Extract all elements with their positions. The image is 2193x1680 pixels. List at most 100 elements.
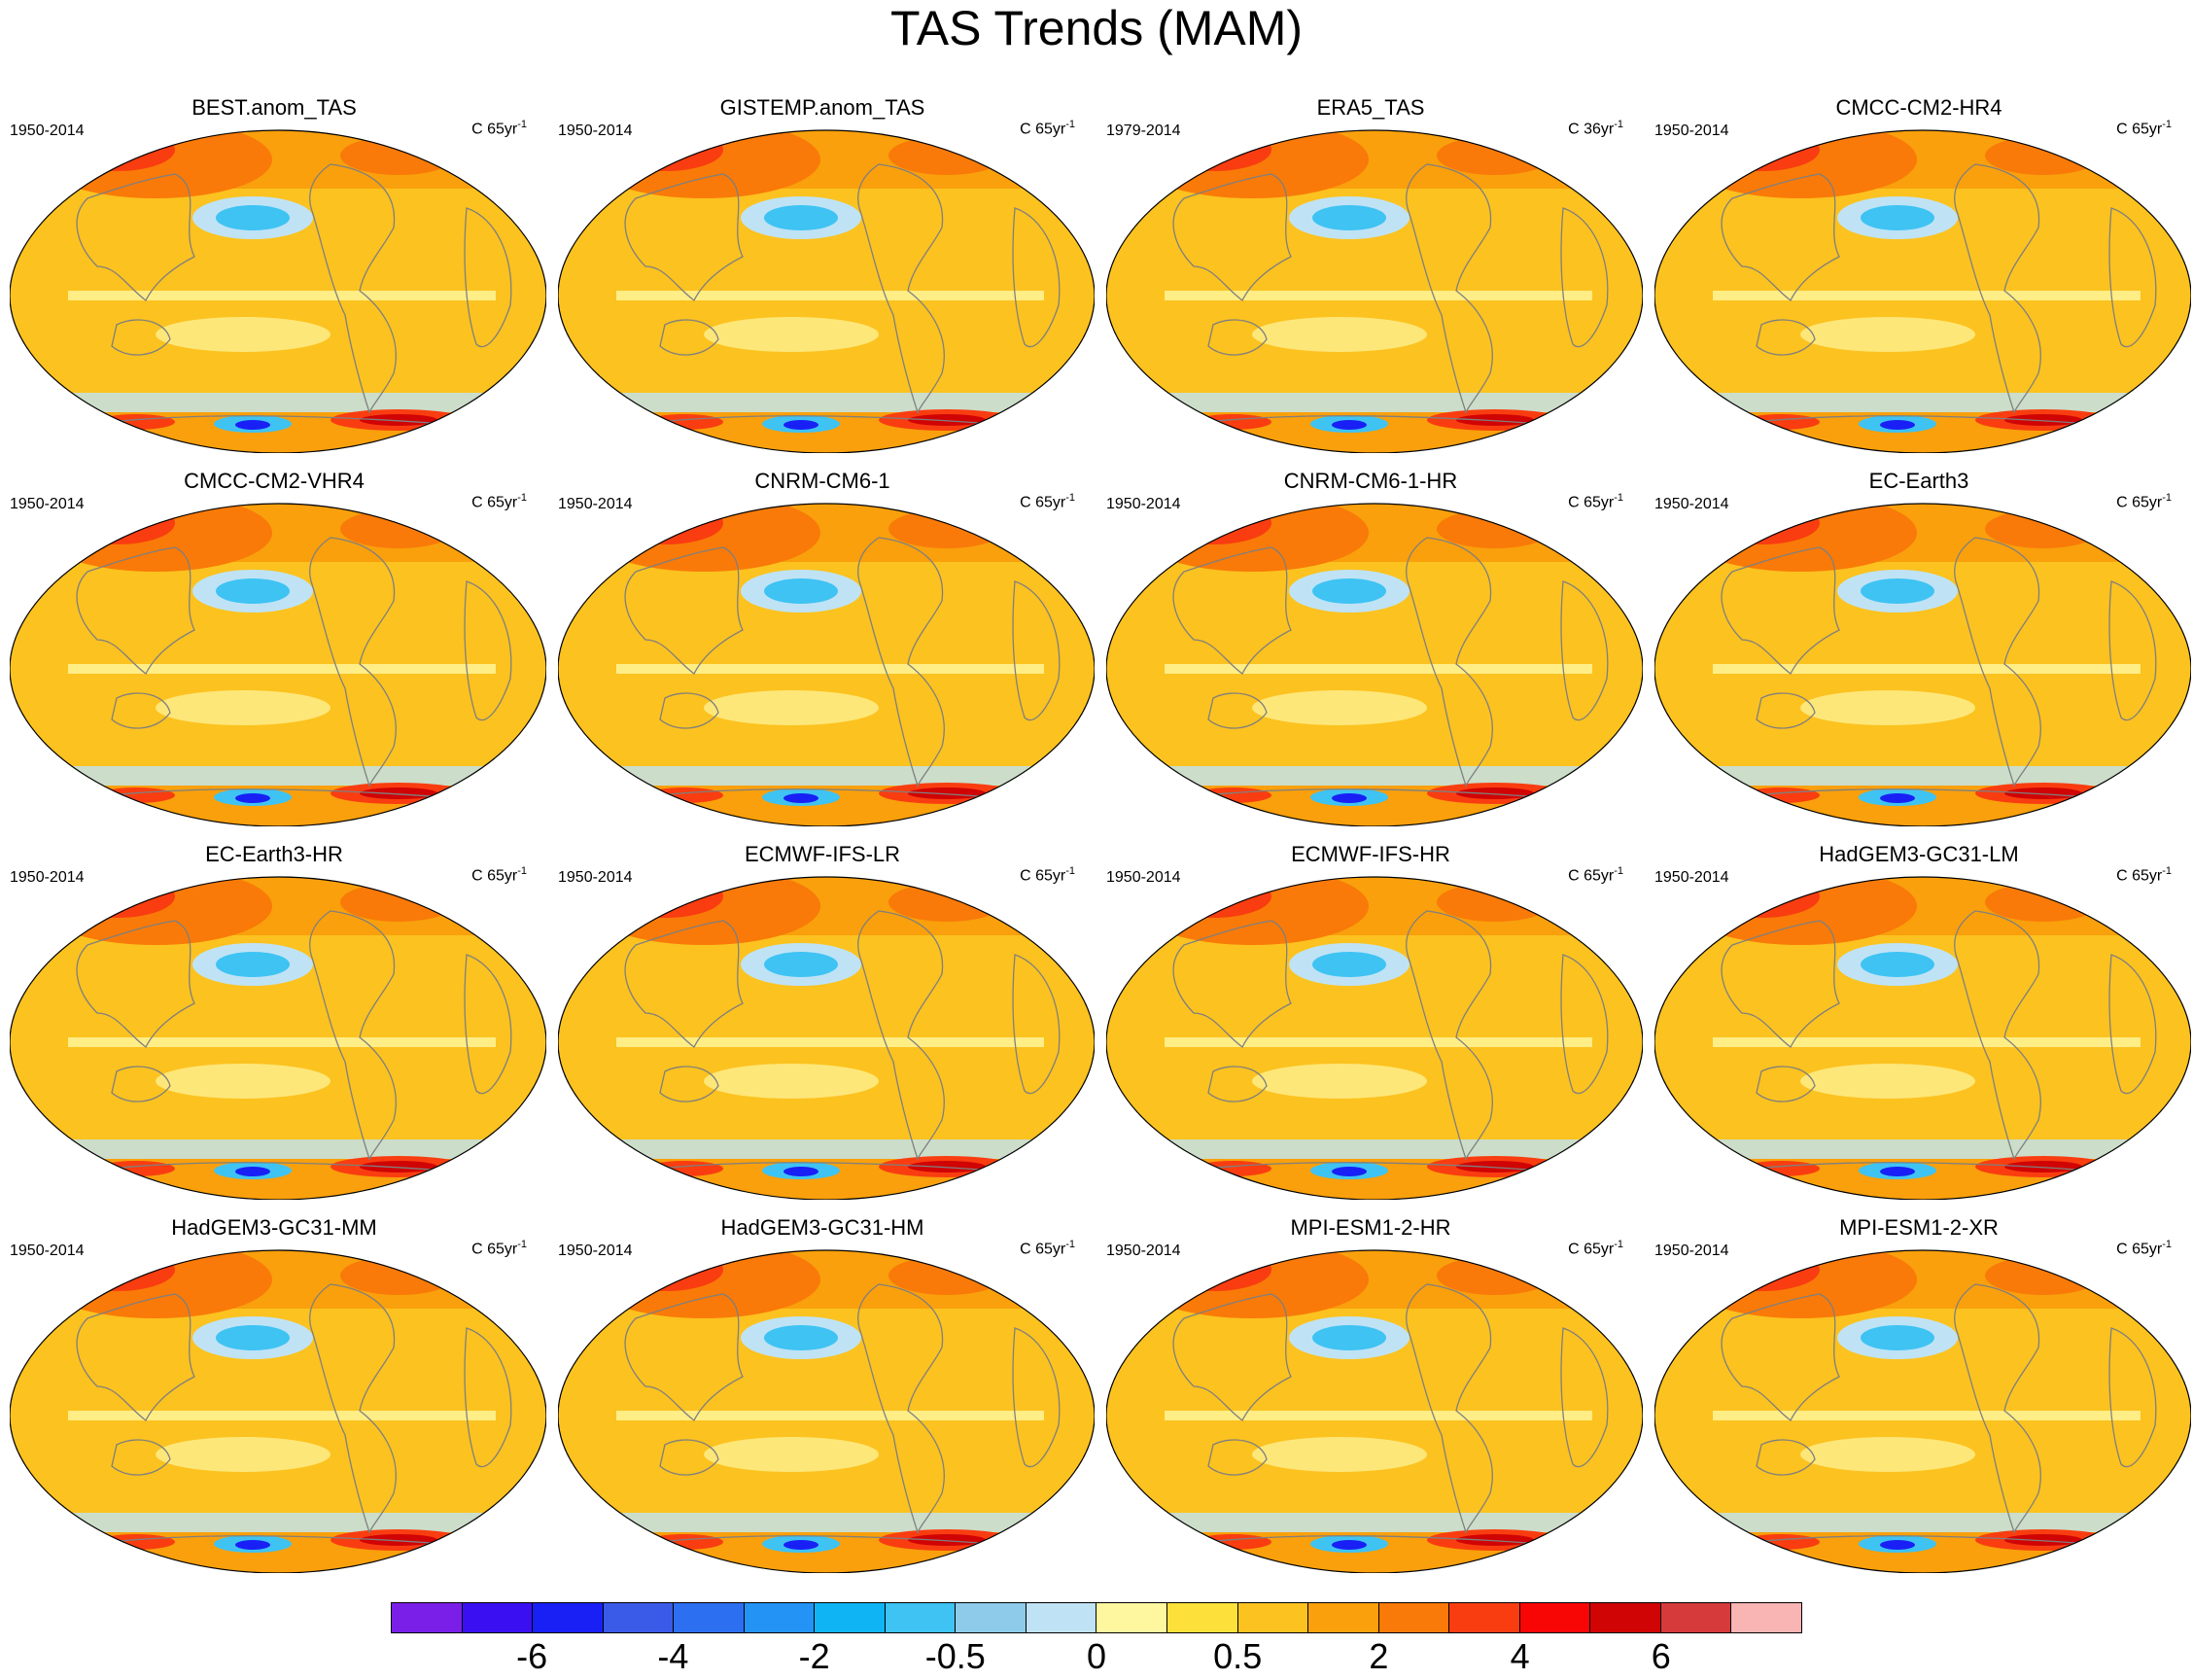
asia-coastline [1721, 546, 1840, 675]
north-pacific-core [764, 952, 838, 977]
asia-coastline [624, 546, 744, 675]
robinson-map [1654, 1241, 2191, 1573]
australia-coastline [111, 1066, 171, 1102]
colorbar-swatch [674, 1603, 745, 1632]
americas-coastline [309, 1283, 397, 1534]
colorbar-tick-label: 4 [1510, 1636, 1530, 1676]
south-pacific-neutral [156, 1064, 331, 1099]
north-america-warming [1437, 1256, 1553, 1295]
tropical-band [1165, 1411, 1592, 1420]
units-text: C 65yr [2116, 494, 2163, 511]
panel-title: GISTEMP.anom_TAS [719, 95, 925, 120]
antarctic-core-east [2004, 788, 2082, 799]
map-outline [558, 503, 1095, 826]
tropical-band [616, 1411, 1044, 1420]
colorbar-tick-label: -2 [798, 1636, 830, 1676]
colorbar-swatch [1660, 1603, 1732, 1632]
antarctic-cooling-core [783, 793, 818, 803]
panel-period: 1979-2014 [1106, 122, 1181, 139]
americas-coastline [857, 163, 945, 414]
map-panel: BEST.anom_TAS 1950-2014 C 65yr-1 [0, 0, 548, 453]
north-pacific-core [1861, 578, 1934, 604]
asia-coastline [1172, 173, 1292, 301]
map-outline [1106, 503, 1643, 826]
north-america-warming [888, 883, 1005, 922]
colorbar-swatch [392, 1603, 463, 1632]
south-pacific-neutral [1252, 1064, 1427, 1099]
units-text: C 65yr [1568, 1241, 1615, 1258]
asia-coastline [1172, 546, 1292, 675]
panel-period: 1950-2014 [1654, 496, 1729, 512]
units-text: C 36yr [1568, 121, 1615, 138]
americas-coastline [309, 163, 397, 414]
antarctic-core-east [1456, 1534, 1534, 1546]
units-exponent: -1 [517, 119, 527, 130]
panel-title: EC-Earth3-HR [205, 842, 343, 866]
australia-coastline [1756, 319, 1816, 356]
south-pacific-neutral [1252, 317, 1427, 352]
panel-title: ECMWF-IFS-LR [744, 842, 901, 866]
antarctic-core-east [2004, 1161, 2082, 1172]
australia-coastline [111, 319, 171, 356]
units-text: C 65yr [471, 867, 518, 885]
units-text: C 65yr [2116, 1241, 2163, 1258]
colorbar-tick-label: 6 [1651, 1636, 1671, 1676]
north-america-warming [888, 1256, 1005, 1295]
tropical-band [1165, 1037, 1592, 1047]
units-text: C 65yr [471, 1241, 518, 1258]
africa-coastline [2108, 580, 2157, 721]
panel-units: C 65yr-1 [1020, 492, 1075, 511]
map-panel: GISTEMP.anom_TAS 1950-2014 C 65yr-1 [548, 0, 1096, 453]
asia-coastline [624, 173, 744, 301]
robinson-map [10, 121, 546, 453]
panel-period: 1950-2014 [1106, 1242, 1181, 1259]
panel-period: 1950-2014 [1654, 869, 1729, 886]
antarctic-cooling-core [1880, 1167, 1915, 1176]
africa-coastline [1560, 580, 1609, 721]
panel-units: C 65yr-1 [471, 119, 527, 138]
tropical-band [68, 1037, 496, 1047]
north-pacific-core [764, 1325, 838, 1350]
robinson-map [10, 1241, 546, 1573]
panel-period: 1950-2014 [1654, 122, 1729, 139]
map-panel: EC-Earth3 1950-2014 C 65yr-1 [1645, 373, 2193, 826]
south-pacific-neutral [1252, 690, 1427, 725]
antarctic-core-east [360, 1534, 437, 1546]
australia-coastline [1756, 1439, 1816, 1476]
colorbar-swatch [1237, 1603, 1309, 1632]
panel-units: C 65yr-1 [1020, 119, 1075, 138]
asia-coastline [76, 920, 195, 1048]
north-pacific-core [1861, 1325, 1934, 1350]
north-pacific-core [1861, 952, 1934, 977]
north-pacific-core [216, 205, 290, 230]
map-outline [1654, 503, 2191, 826]
units-exponent: -1 [517, 865, 527, 877]
antarctic-cooling-core [235, 1167, 270, 1176]
colorbar-swatch [885, 1603, 957, 1632]
tropical-band [1713, 664, 2141, 674]
antarctic-cooling-core [1332, 420, 1367, 430]
colorbar-swatch [956, 1603, 1027, 1632]
colorbar-swatch [1167, 1603, 1238, 1632]
africa-coastline [1012, 580, 1061, 721]
south-pacific-neutral [156, 690, 331, 725]
colorbar-swatch [815, 1603, 886, 1632]
antarctic-core-east [2004, 414, 2082, 426]
units-exponent: -1 [1065, 119, 1075, 130]
americas-coastline [1954, 163, 2041, 414]
south-pacific-neutral [704, 1437, 879, 1472]
units-exponent: -1 [2162, 1239, 2172, 1250]
panel-units: C 65yr-1 [2116, 865, 2172, 885]
colorbar-swatch [1731, 1603, 1801, 1632]
north-america-warming [1437, 509, 1553, 548]
colorbar-swatch [1378, 1603, 1450, 1632]
americas-coastline [1954, 537, 2041, 788]
africa-coastline [2108, 207, 2157, 348]
africa-coastline [2108, 1327, 2157, 1468]
robinson-map [1106, 867, 1643, 1200]
north-america-warming [1985, 883, 2102, 922]
units-text: C 65yr [1568, 867, 1615, 885]
map-panel: MPI-ESM1-2-XR 1950-2014 C 65yr-1 [1645, 1120, 2193, 1573]
tropical-band [616, 664, 1044, 674]
americas-coastline [857, 910, 945, 1161]
